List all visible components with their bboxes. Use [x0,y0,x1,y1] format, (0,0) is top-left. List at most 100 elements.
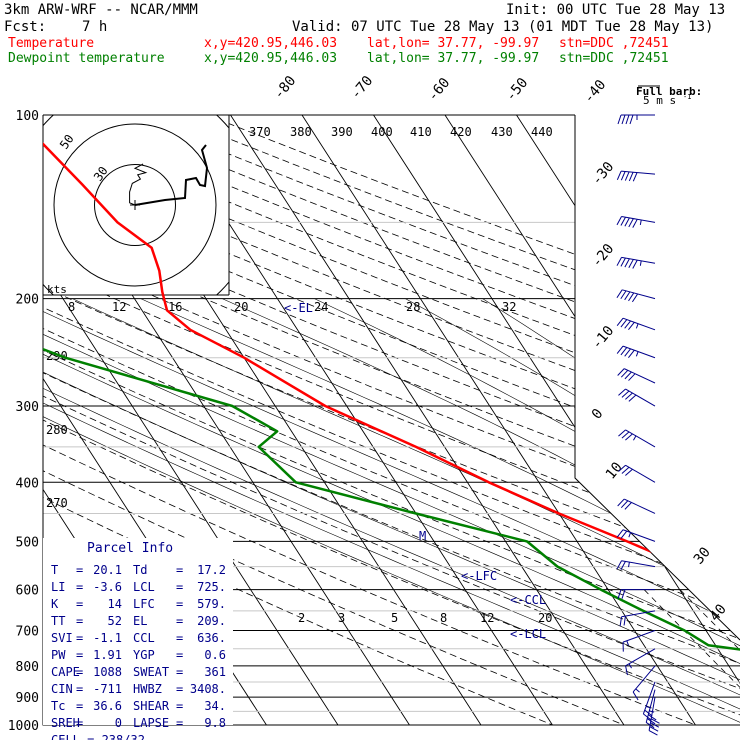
wind-barb-feather [628,292,635,302]
isotherm [444,115,740,725]
parcel-param-value: 725. [197,580,226,594]
temperature-tick-label: 10 [603,459,626,482]
wind-barb-feather [616,560,622,570]
theta-label: 440 [531,125,553,139]
mixing-ratio-label: 2 [298,611,305,625]
dry-adiabat [207,115,740,725]
wind-barb-feather [631,293,639,303]
wind-barb-feather [616,216,622,226]
wind-barb-feather [618,388,626,396]
wind-barb-feather [616,170,622,181]
pressure-tick-label: 200 [16,293,39,308]
parcel-param-name: EL [133,614,147,628]
hodograph-units: kts [47,283,67,296]
pressure-tick-label: 500 [16,535,39,550]
parcel-param-eq: = [176,597,183,611]
wind-barb-feather [620,500,629,509]
wind-barb-feather [650,722,660,728]
parcel-param-eq: = [76,580,83,594]
legend-temperature-stn: stn=DDC ,72451 [559,36,669,51]
wind-barb-feather [617,589,622,599]
legend-dewpoint-stn: stn=DDC ,72451 [559,51,669,66]
pressure-tick-label: 1000 [8,719,39,734]
moist-adiabat [43,298,740,725]
temperature-tick-label: -40 [581,77,610,107]
parcel-param-name: YGP [133,648,155,662]
isotherm [587,115,740,725]
parcel-param-name: LAPSE [133,716,169,730]
parcel-param-name: SHEAR [133,699,170,713]
wind-barb-feather [620,369,629,378]
wind-barb [619,610,656,627]
parcel-param-value: 209. [197,614,226,628]
parcel-param-eq: = [76,699,83,713]
parcel-param-value: 361 [204,665,226,679]
legend-temperature-latlon: lat,lon= 37.77, -99.97 [367,36,540,51]
parcel-param-value: 0 [115,716,122,730]
wind-barb [618,429,656,448]
dry-adiabat [43,115,585,725]
wind-barb-feather [625,665,628,676]
parcel-param-eq: = [76,597,83,611]
forecast-label: Fcst: [4,19,47,35]
theta-label: 270 [46,496,68,510]
hodograph-trace [134,144,209,206]
wind-barb-feather [620,530,628,539]
wind-barb-feather [624,258,630,268]
theta-label: 420 [450,125,472,139]
parcel-param-value: -1.1 [93,631,122,645]
dry-adiabat [43,115,740,725]
wind-barb-staff [622,289,656,300]
wind-barb-feather [617,114,622,125]
temperature-tick-label: -70 [348,73,377,103]
parcel-param-eq: = [176,580,183,594]
parcel-param-name: PW [51,648,66,662]
parcel-info-title: Parcel Info [87,541,173,556]
parcel-param-value: 1.91 [93,648,122,662]
wind-barb-feather [632,219,638,228]
parcel-param-name: LI [51,580,65,594]
wind-barb-feather [621,589,626,599]
parcel-param-value: 14 [108,597,122,611]
wind-barb-staff [623,498,656,514]
wind-barb-half-feather [635,688,640,693]
pressure-tick-label: 100 [16,109,39,124]
dry-adiabat [43,115,740,725]
wind-barb-feather [618,429,626,437]
parcel-param-eq: = [176,631,183,645]
wind-barb-feather [620,347,628,356]
wind-barb-feather [621,390,630,398]
parcel-param-name: Tc [51,699,65,713]
wind-barb [642,681,656,721]
parcel-param-value: 20.1 [93,563,122,577]
hodograph-rings [43,115,229,295]
hodograph-ring-label: 50 [57,132,77,152]
hodograph-trace-upper [129,163,148,206]
wind-barb-staff [621,256,656,264]
theta-label: 370 [249,125,271,139]
wind-barb-staff [625,388,656,407]
wind-barb-staff [622,345,656,359]
dry-adiabat [43,115,740,725]
wind-barb-feather [624,348,631,357]
mixing-ratio-label: 20 [538,611,552,625]
parcel-param-eq: = [176,563,183,577]
wind-barb-feather [625,392,633,400]
wind-barb-feather [649,726,659,732]
wind-barb-half-feather [635,351,639,357]
level-marker-label: <-EL [284,301,313,315]
temperature-tick-label: -10 [589,323,618,353]
wind-barb [616,216,656,228]
hodograph-speed-label: 8 [68,300,75,314]
wind-barb [617,589,655,599]
wind-barb-feather [628,218,634,228]
moist-adiabat [43,298,740,725]
moist-adiabat [43,298,740,725]
wind-barb-half-feather [633,435,637,441]
wind-barb-half-feather [626,640,629,646]
level-marker-label: <-LFC [461,569,497,583]
parcel-param-name: CCL [133,631,155,645]
wind-barb-feather [616,257,622,266]
parcel-param-eq: = [176,614,183,628]
